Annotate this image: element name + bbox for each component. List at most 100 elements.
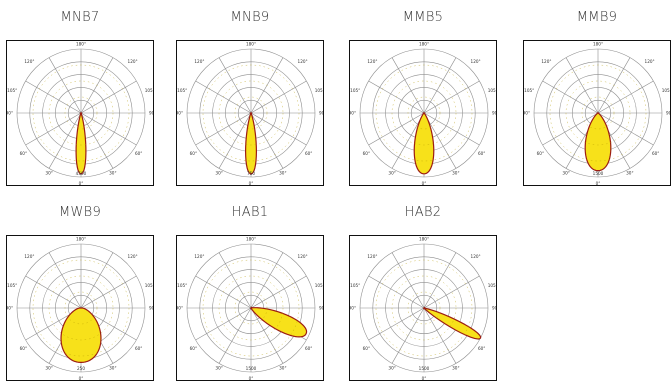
polar-plot-mmb5: 180° 120° 120° 105° 105° 90° 90° 60° 60° 30° 30° 0° [350, 41, 496, 185]
angle-tick-label: 120° [128, 59, 138, 64]
angle-tick-label: 90° [524, 111, 530, 116]
angle-tick-label: 30° [388, 170, 395, 175]
polar-chart-mmb5: 180° 120° 120° 105° 105° 90° 90° 60° 60° 30° 30° 0° [349, 40, 497, 186]
angle-tick-label: 120° [298, 254, 308, 259]
lobe-grid-overlay [375, 64, 473, 162]
angle-tick-label: 105° [315, 283, 323, 288]
grid-ring [372, 256, 476, 360]
polar-chart-hab2: 180°120°120°105°105°90°90°60°60°30°30°0°… [349, 235, 497, 381]
angle-tick-label: 105° [315, 88, 323, 93]
angle-tick-label: 30° [215, 170, 222, 175]
angle-tick-label: 120° [367, 59, 377, 64]
grid-spoke [423, 112, 480, 146]
grid-ring [186, 48, 316, 178]
grid-spoke [250, 275, 307, 309]
angle-tick-label: 120° [194, 254, 204, 259]
lobe-grid-overlay [234, 96, 268, 130]
grid-spoke [597, 80, 654, 114]
angle-tick-label: 105° [662, 88, 670, 93]
angle-tick-label: 60° [537, 151, 544, 156]
polar-plot-hab1: 180°120°120°105°105°90°90°60°60°30°30°0°… [177, 236, 323, 380]
lobe-grid-overlay [391, 275, 457, 341]
angle-tick-label: 105° [7, 88, 17, 93]
grid-ring [16, 48, 146, 178]
grid-spoke [218, 112, 252, 169]
angle-tick-label: 90° [149, 111, 153, 116]
radial-scale-label: 1500 [419, 366, 430, 371]
angle-tick-label: 30° [452, 170, 459, 175]
polar-chart-hab1: 180°120°120°105°105°90°90°60°60°30°30°0°… [176, 235, 324, 381]
radial-scale-label: 750 [247, 171, 255, 176]
lobe-grid-overlay [32, 259, 130, 357]
angle-tick-label: 60° [652, 151, 659, 156]
angle-tick-label: 120° [298, 59, 308, 64]
angle-tick-label: 0° [596, 181, 601, 185]
intensity-lobe [75, 112, 87, 175]
grid-spoke [25, 112, 82, 146]
lobe-grid-overlay [48, 80, 114, 146]
angle-tick-label: 105° [524, 88, 534, 93]
angle-tick-label: 90° [492, 306, 496, 311]
angle-tick-label: 60° [305, 151, 312, 156]
angle-tick-label: 105° [177, 283, 187, 288]
grid-spoke [195, 307, 252, 341]
grid-spoke [250, 112, 307, 146]
angle-tick-label: 60° [135, 151, 142, 156]
angle-tick-label: 30° [388, 365, 395, 370]
grid-spoke [423, 307, 457, 364]
angle-tick-label: 60° [135, 346, 142, 351]
angle-tick-label: 180° [76, 236, 86, 241]
grid-ring [410, 294, 438, 322]
polar-plot-mmb9: 180° 120° 120° 105° 105° 90° 90° 60° 60° 30° 30° 0°… [524, 41, 670, 185]
grid-spoke [368, 307, 425, 341]
angle-tick-label: 60° [190, 151, 197, 156]
grid-spoke [218, 57, 252, 114]
angle-tick-label: 180° [419, 41, 429, 46]
grid-ring [225, 282, 277, 334]
grid-ring [359, 48, 489, 178]
grid-ring [199, 256, 303, 360]
grid-spoke [80, 80, 137, 114]
grid-ring [212, 269, 290, 347]
angle-tick-label: 90° [149, 306, 153, 311]
radial-scale-label: 1500 [593, 171, 604, 176]
angle-tick-label: 180° [246, 236, 256, 241]
angle-tick-label: 120° [541, 59, 551, 64]
chart-title-mmb5: MMB5 [402, 10, 444, 25]
grid-ring [359, 243, 489, 373]
radial-scale-label: 1500 [246, 366, 257, 371]
angle-tick-label: 30° [45, 170, 52, 175]
angle-tick-label: 60° [363, 346, 370, 351]
grid-spoke [391, 57, 425, 114]
radial-scale-label: 4500 [76, 171, 87, 176]
grid-spoke [218, 307, 252, 364]
polar-chart-mnb9: 180° 120° 120° 105° 105° 90° 90° 60° 60° 30° 30° 0°… [176, 40, 324, 186]
grid-spoke [48, 112, 82, 169]
polar-plot-hab2: 180°120°120°105°105°90°90°60°60°30°30°0°… [350, 236, 496, 380]
grid-spoke [423, 275, 480, 309]
angle-tick-label: 105° [350, 88, 360, 93]
intensity-lobe [423, 306, 482, 340]
polar-chart-mmb9: 180° 120° 120° 105° 105° 90° 90° 60° 60° 30° 30° 0°… [523, 40, 671, 186]
lobe-grid-overlay [64, 291, 98, 325]
grid-spoke [542, 112, 599, 146]
polar-chart-mnb7: 180° 120° 120° 105° 105° 90° 90° 60° 60° 30° 30° 0°… [6, 40, 154, 186]
grid-spoke [195, 112, 252, 146]
angle-tick-label: 30° [626, 170, 633, 175]
grid-spoke [80, 275, 137, 309]
intensity-lobe [250, 306, 308, 338]
angle-tick-label: 60° [305, 346, 312, 351]
angle-tick-label: 60° [478, 151, 485, 156]
grid-ring [16, 243, 146, 373]
angle-tick-label: 90° [350, 111, 356, 116]
angle-tick-label: 0° [249, 181, 254, 185]
angle-tick-label: 120° [194, 59, 204, 64]
chart-title-mnb7: MNB7 [60, 10, 100, 25]
intensity-lobe [244, 112, 258, 175]
angle-tick-label: 30° [279, 365, 286, 370]
grid-spoke [250, 80, 307, 114]
polar-plot-mnb7: 180° 120° 120° 105° 105° 90° 90° 60° 60° 30° 30° 0°… [7, 41, 153, 185]
angle-tick-label: 120° [471, 254, 481, 259]
grid-spoke [391, 252, 425, 309]
polar-chart-mwb9: 180°120°120°105°105°90°90°60°60°30°30°0°… [6, 235, 154, 381]
